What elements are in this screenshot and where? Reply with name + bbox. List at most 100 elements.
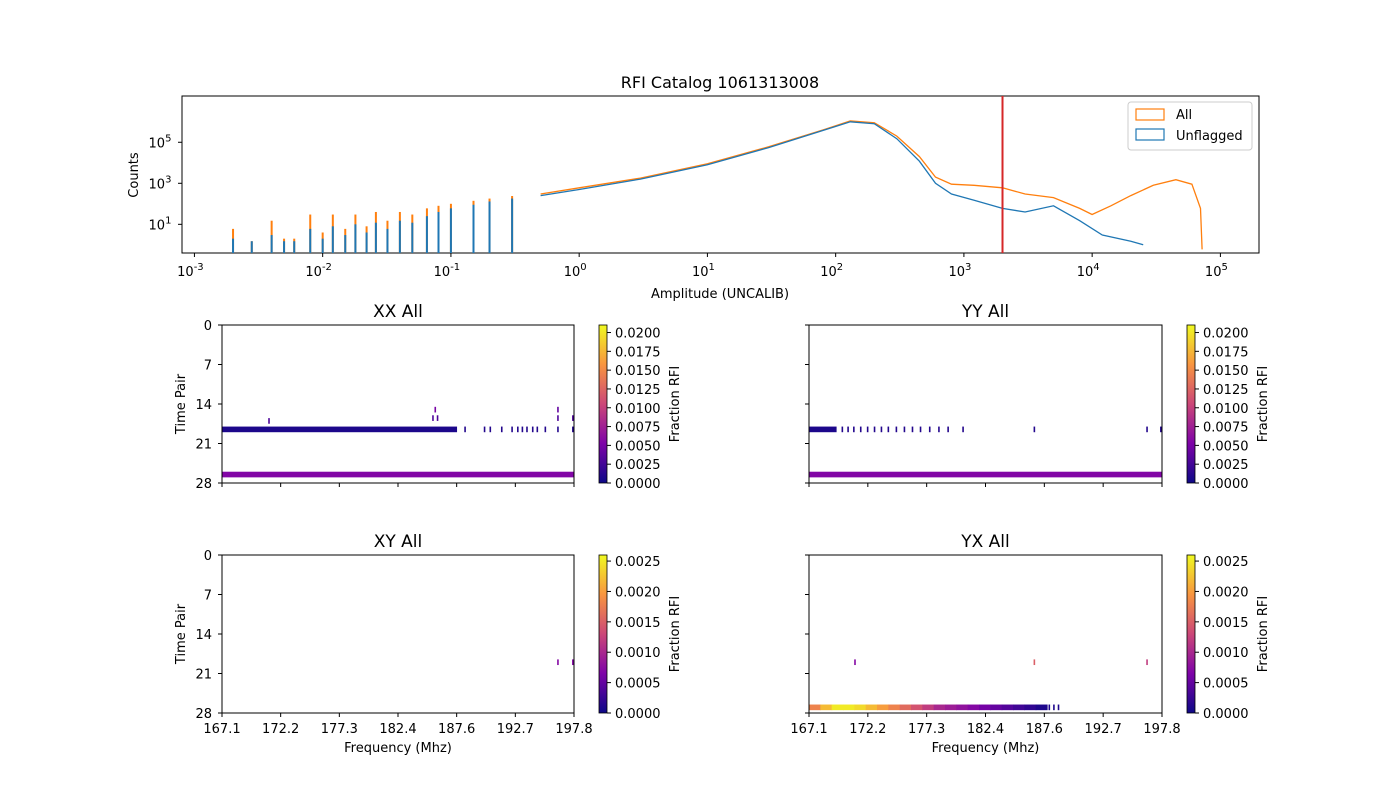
x-tick-exponent: -3: [194, 262, 204, 273]
colorbar-tick-label: 0.0025: [615, 458, 661, 473]
heatmap-band-cell: [888, 704, 901, 711]
x-tick-exponent: 1: [708, 262, 714, 273]
colorbar: 0.0000 0.0025 0.0050 0.0075 0.0100 0.0125 0.01…: [598, 324, 683, 492]
y-tick-label: 7: [204, 589, 212, 604]
heatmap-title: YY All: [961, 302, 1009, 322]
colorbar-tick-label: 0.0000: [1203, 477, 1249, 492]
heatmap-xlabel: Frequency (Mhz): [344, 741, 452, 756]
colorbar-tick-label: 0.0050: [615, 439, 661, 454]
heatmap-band-cell: [899, 704, 912, 711]
heatmap-title: XX All: [373, 302, 423, 322]
series-line-unflagged: [540, 121, 1144, 246]
x-tick-label: 101: [692, 262, 715, 280]
colorbar-tick-label: 0.0025: [1203, 555, 1249, 570]
heatmap-xlabel: Frequency (Mhz): [932, 741, 1040, 756]
colorbar-tick-label: 0.0005: [1203, 677, 1249, 692]
heatmap-band: [809, 471, 1162, 478]
legend-swatch-all: [1135, 108, 1165, 121]
heatmap-cell: [500, 426, 503, 433]
heatmap-cell: [436, 415, 439, 421]
heatmap-cell: [526, 426, 528, 433]
heatmap-cell: [859, 426, 862, 433]
heatmap-band-cell: [1001, 704, 1014, 711]
heatmap-band-cell: [933, 704, 946, 711]
histogram-ylabel: Counts: [127, 152, 142, 198]
colorbar-label: Fraction RFI: [668, 596, 683, 672]
y-tick-label: 103: [149, 174, 172, 192]
colorbar-tick-label: 0.0175: [1203, 345, 1249, 360]
heatmap-cell: [911, 426, 914, 433]
colorbar-tick-label: 0.0200: [615, 327, 661, 342]
y-tick-label: 7: [204, 359, 212, 374]
colorbar-tick-label: 0.0050: [1203, 439, 1249, 454]
heatmap-cell: [1146, 659, 1148, 666]
x-tick-exponent: 5: [1221, 262, 1227, 273]
heatmap-cell: [434, 406, 437, 413]
x-tick-label: 197.8: [1143, 722, 1180, 737]
heatmap-band-cell: [990, 704, 1003, 711]
y-tick-exponent: 1: [165, 215, 171, 226]
x-tick-exponent: -2: [322, 262, 332, 273]
heatmap-cell: [887, 426, 890, 433]
heatmap-band-cell: [945, 704, 957, 711]
y-tick-label: 0: [204, 549, 212, 564]
heatmap-frame: [221, 554, 575, 714]
heatmap-ylabel: Time Pair: [174, 603, 189, 665]
heatmap-cell: [557, 659, 559, 666]
heatmap-cell: [511, 426, 513, 433]
heatmap-band-cell: [1024, 704, 1037, 711]
y-tick-label: 28: [195, 707, 212, 722]
colorbar: 0.0000 0.0025 0.0050 0.0075 0.0100 0.0125 0.01…: [1186, 324, 1271, 492]
legend-label-all: All: [1176, 108, 1192, 123]
histogram-xlabel: Amplitude (UNCALIB): [651, 287, 789, 302]
heatmap-cell: [880, 426, 883, 433]
heatmap-cell: [853, 426, 855, 433]
heatmap-frame: [808, 324, 1163, 484]
y-tick-label: 0: [204, 319, 212, 334]
heatmap-cell: [572, 415, 574, 421]
series-line-all: [540, 120, 1203, 250]
heatmap-band-cell: [865, 704, 878, 711]
heatmap-cell: [432, 415, 434, 421]
heatmap-cell: [947, 426, 949, 433]
heatmap-band-cell: [1035, 704, 1048, 711]
heatmap-cell: [847, 426, 849, 433]
heatmap-cell: [928, 426, 931, 433]
colorbar-tick-label: 0.0100: [1203, 402, 1249, 417]
histogram-panel: RFI Catalog 1061313008 10-3 10-2 10-1 100 10…: [127, 73, 1260, 302]
x-tick-label: 187.6: [438, 722, 475, 737]
legend-swatch-unflagged: [1135, 128, 1165, 141]
x-tick-label: 104: [1077, 262, 1100, 280]
heatmap-band: [222, 426, 458, 433]
heatmap-cell: [268, 418, 270, 424]
heatmap-cell: [919, 426, 922, 433]
heatmap-cell: [489, 426, 492, 433]
histogram-frame: [181, 95, 1260, 254]
heatmap-panel-yx: YX All 167.1 172.2 177.3 182.4 187.6 192.7 197.…: [790, 532, 1271, 756]
colorbar-label: Fraction RFI: [1256, 366, 1271, 442]
heatmap-band: [222, 471, 574, 478]
colorbar-tick-label: 0.0175: [615, 345, 661, 360]
heatmap-panel-yy: YY All 0.0000 0.0025 0.0050 0.0075 0.0100 0.01…: [805, 302, 1271, 492]
colorbar-tick-label: 0.0000: [1203, 707, 1249, 722]
heatmap-band-cell: [1013, 704, 1025, 711]
x-tick-label: 177.3: [908, 722, 945, 737]
y-tick-exponent: 3: [165, 174, 171, 185]
heatmap-cell: [938, 426, 940, 433]
x-tick-exponent: 0: [580, 262, 586, 273]
heatmap-band-cell: [809, 704, 821, 711]
y-tick-label: 28: [195, 477, 212, 492]
colorbar-tick-label: 0.0005: [615, 677, 661, 692]
heatmap-cell: [544, 426, 547, 433]
x-tick-label: 182.4: [967, 722, 1004, 737]
y-tick-label: 14: [195, 398, 212, 413]
x-tick-exponent: 2: [837, 262, 843, 273]
heatmap-band-cell: [956, 704, 969, 711]
x-tick-label: 192.7: [497, 722, 534, 737]
heatmap-frame: [221, 324, 575, 484]
colorbar-label: Fraction RFI: [1256, 596, 1271, 672]
x-tick-label: 103: [948, 262, 971, 280]
